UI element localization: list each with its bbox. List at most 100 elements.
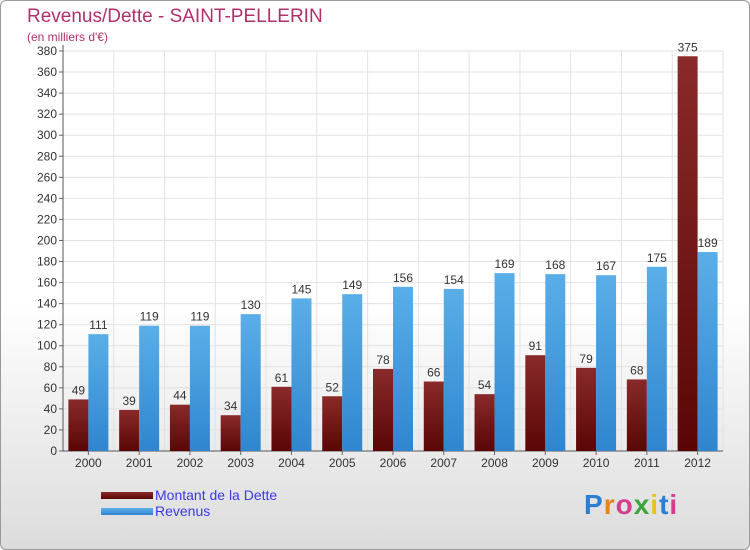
data-label-revenus-2012: 189: [698, 236, 718, 250]
legend-swatch-revenus: [101, 507, 153, 515]
legend-label-revenus: Revenus: [155, 503, 211, 519]
y-tick-label: 240: [37, 191, 57, 205]
data-label-dette-2002: 44: [173, 389, 187, 403]
y-tick-label: 280: [37, 149, 57, 163]
chart-subtitle: (en milliers d'€): [27, 30, 108, 44]
bar-dette-2006: [373, 368, 393, 451]
bar-revenus-2004: [291, 298, 312, 451]
data-label-revenus-2008: 169: [495, 257, 515, 271]
bar-dette-2004: [271, 386, 292, 451]
bars: [68, 56, 718, 452]
bar-revenus-2001: [139, 325, 160, 451]
x-tick-label: 2000: [75, 456, 102, 470]
x-tick-label: 2003: [227, 456, 254, 470]
data-label-revenus-2011: 175: [647, 251, 667, 265]
logo-letter: o: [615, 489, 634, 520]
bar-revenus-2009: [545, 274, 566, 451]
bar-dette-2005: [322, 396, 343, 451]
data-label-dette-2005: 52: [326, 380, 340, 394]
logo-letter: x: [633, 489, 651, 520]
data-label-revenus-2003: 130: [241, 298, 261, 312]
y-tick-label: 120: [37, 318, 57, 332]
y-tick-label: 300: [37, 128, 57, 142]
y-tick-label: 260: [37, 170, 57, 184]
data-label-dette-2010: 79: [579, 352, 593, 366]
data-label-dette-2009: 91: [529, 339, 543, 353]
bar-revenus-2008: [494, 273, 515, 451]
data-label-revenus-2001: 119: [140, 310, 159, 324]
data-label-revenus-2002: 119: [190, 310, 209, 324]
legend-label-dette: Montant de la Dette: [155, 487, 278, 503]
x-tick-label: 2012: [684, 456, 711, 470]
x-tick-label: 2010: [583, 456, 610, 470]
bar-dette-2008: [474, 394, 495, 451]
bar-revenus-2003: [240, 314, 261, 451]
data-label-revenus-2007: 154: [444, 273, 464, 287]
data-label-dette-2012: 375: [678, 40, 698, 54]
x-tick-label: 2007: [430, 456, 457, 470]
bar-revenus-2002: [189, 325, 210, 451]
logo-letter: r: [603, 489, 616, 520]
data-label-dette-2004: 61: [275, 371, 289, 385]
data-label-revenus-2000: 111: [89, 318, 108, 332]
bar-dette-2003: [220, 415, 241, 451]
axes: 0 20 40 60 80 100 120 140 160 180 200 220 240 260 280 3…: [37, 44, 723, 470]
data-label-dette-2007: 66: [427, 366, 441, 380]
legend-item-revenus: Revenus: [101, 503, 277, 519]
bar-dette-2000: [68, 399, 89, 451]
bar-dette-2007: [423, 381, 444, 451]
y-tick-label: 40: [44, 402, 58, 416]
y-tick-label: 0: [50, 444, 57, 458]
bar-revenus-2012: [697, 252, 718, 451]
bar-revenus-2000: [88, 334, 109, 451]
data-label-revenus-2004: 145: [291, 282, 311, 296]
x-tick-label: 2006: [380, 456, 407, 470]
bar-dette-2011: [626, 379, 647, 451]
proxiti-logo: Proxiti: [584, 489, 678, 521]
bar-dette-2012: [677, 56, 698, 452]
bar-dette-2009: [525, 355, 546, 451]
logo-letter: t: [659, 489, 670, 520]
chart-title: Revenus/Dette - SAINT-PELLERIN: [27, 6, 323, 27]
y-tick-label: 220: [37, 212, 57, 226]
x-tick-label: 2002: [177, 456, 204, 470]
data-label-dette-2001: 39: [122, 394, 136, 408]
x-tick-label: 2001: [126, 456, 153, 470]
logo-letter: i: [669, 489, 679, 520]
y-tick-label: 100: [37, 339, 57, 353]
x-tick-label: 2004: [278, 456, 305, 470]
y-tick-label: 320: [37, 107, 57, 121]
bar-dette-2010: [576, 367, 597, 451]
data-label-dette-2008: 54: [478, 378, 492, 392]
y-tick-label: 160: [37, 276, 57, 290]
data-label-dette-2003: 34: [224, 399, 238, 413]
x-tick-label: 2011: [634, 456, 660, 470]
data-label-revenus-2006: 156: [393, 271, 413, 285]
bar-revenus-2010: [596, 275, 617, 451]
y-tick-label: 200: [37, 233, 57, 247]
x-tick-label: 2008: [481, 456, 508, 470]
data-label-revenus-2010: 167: [596, 259, 616, 273]
y-tick-label: 180: [37, 255, 57, 269]
y-tick-label: 140: [37, 297, 57, 311]
y-tick-label: 340: [37, 86, 57, 100]
data-label-revenus-2009: 168: [545, 258, 565, 272]
logo-letter: i: [650, 489, 660, 520]
bar-dette-2002: [169, 404, 190, 451]
y-tick-label: 60: [44, 381, 58, 395]
y-tick-label: 380: [37, 44, 57, 58]
bar-revenus-2007: [443, 288, 464, 451]
x-tick-label: 2005: [329, 456, 356, 470]
bar-dette-2001: [119, 409, 140, 451]
legend-item-dette: Montant de la Dette: [101, 487, 277, 503]
data-label-dette-2000: 49: [72, 383, 86, 397]
logo-letter: P: [584, 489, 604, 520]
y-tick-label: 360: [37, 65, 57, 79]
data-label-dette-2006: 78: [376, 353, 390, 367]
data-label-revenus-2005: 149: [342, 278, 362, 292]
bar-revenus-2011: [646, 266, 667, 451]
bar-revenus-2006: [393, 286, 413, 451]
data-labels: 49 111 39 119 44 119 34 130 61 145 52 149 78 156 66 154…: [72, 40, 718, 413]
